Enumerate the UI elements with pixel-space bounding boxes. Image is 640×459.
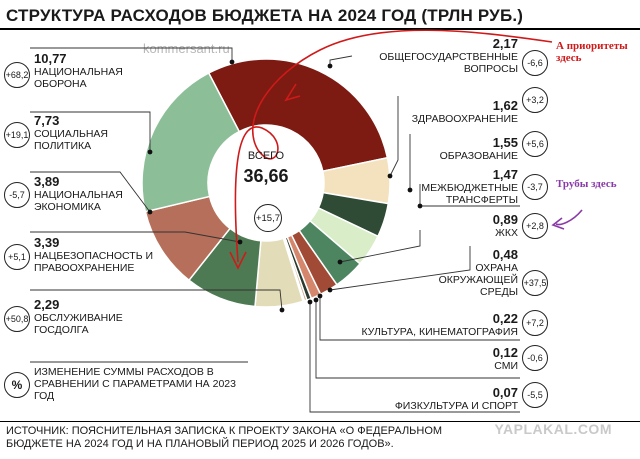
leader-dot-11: [317, 293, 323, 299]
badge-defense: +68,2: [4, 62, 30, 88]
badge-security: +5,1: [4, 244, 30, 270]
leader-line-7: [389, 96, 399, 177]
center-total-label: ВСЕГО: [247, 150, 285, 162]
label-transfers: 1,47 МЕЖБЮДЖЕТНЫЕ ТРАНСФЕРТЫ: [421, 167, 518, 207]
badge-environment: +37,5: [522, 270, 548, 296]
yaplakal-watermark: YAPLAKAL.COM: [494, 421, 612, 437]
label-debt: 2,29 ОБСЛУЖИВАНИЕ ГОСДОЛГА: [34, 297, 123, 337]
badge-media: -0,6: [522, 345, 548, 371]
badge-social: +19,1: [4, 122, 30, 148]
annotation-pipes: Трубы здесь: [556, 178, 617, 190]
label-defense: 10,77 НАЦИОНАЛЬНАЯ ОБОРОНА: [34, 51, 123, 91]
leader-dot-2: [147, 209, 153, 215]
leader-line-0: [30, 47, 233, 62]
purple-annotation-arrow: [555, 209, 583, 226]
slice-0: [207, 58, 389, 173]
label-culture: 0,22 КУЛЬТУРА, КИНЕМАТОГРАФИЯ: [361, 311, 518, 339]
source-note: ИСТОЧНИК: ПОЯСНИТЕЛЬНАЯ ЗАПИСКА К ПРОЕКТ…: [6, 425, 443, 450]
leader-line-6: [329, 55, 353, 66]
chart-title: СТРУКТУРА РАСХОДОВ БЮДЖЕТА НА 2024 ГОД (…: [6, 6, 524, 25]
legend-note-text: ИЗМЕНЕНИЕ СУММЫ РАСХОДОВ В СРАВНЕНИИ С П…: [34, 366, 236, 402]
leader-line-14: [315, 300, 520, 379]
label-health: 1,62 ЗДРАВООХРАНЕНИЕ: [411, 98, 518, 126]
label-sport: 0,07 ФИЗКУЛЬТУРА И СПОРТ: [394, 385, 518, 413]
label-housing: 0,89 ЖКХ: [492, 212, 518, 240]
badge-debt: +50,8: [4, 306, 30, 332]
center-total-value: 36,66: [243, 166, 289, 186]
center-change-badge: +15,7: [254, 204, 282, 232]
leader-dot-3: [237, 239, 243, 245]
leader-line-1: [30, 111, 151, 150]
leader-dot-0: [229, 59, 235, 65]
badge-culture: +7,2: [522, 310, 548, 336]
red-annotation-arrow: [234, 29, 553, 263]
label-education: 1,55 ОБРАЗОВАНИЕ: [439, 135, 518, 163]
label-environment: 0,48 ОХРАНА ОКРУЖАЮЩЕЙ СРЕДЫ: [438, 247, 518, 299]
badge-economy: -5,7: [4, 182, 30, 208]
red-arrow-head: [229, 251, 247, 270]
label-general: 2,17 ОБЩЕГОСУДАРСТВЕННЫЕ ВОПРОСЫ: [379, 36, 518, 76]
badge-housing: +2,8: [522, 213, 548, 239]
purple-arrow-head: [551, 217, 565, 230]
slice-13: [141, 72, 241, 213]
leader-dot-6: [387, 173, 393, 179]
annotation-priorities: А приоритеты здесь: [556, 40, 628, 64]
legend-percent-badge: %: [4, 372, 30, 398]
leader-dot-12: [313, 297, 319, 303]
leader-line-15: [309, 302, 520, 413]
badge-general: -6,6: [522, 50, 548, 76]
badge-education: +5,6: [522, 131, 548, 157]
title-rule: [0, 28, 640, 30]
leader-dot-10: [327, 287, 333, 293]
leader-dot-13: [307, 299, 313, 305]
leader-dot-9: [337, 259, 343, 265]
leader-dot-1: [147, 149, 153, 155]
leader-line-12: [329, 246, 471, 291]
badge-transfers: -3,7: [522, 174, 548, 200]
watermark: kommersant.ru: [143, 41, 230, 56]
leader-dot-8: [417, 203, 423, 209]
red-arrow-head-top: [284, 83, 301, 102]
leader-line-2: [30, 171, 151, 213]
leader-line-11: [339, 230, 421, 263]
label-economy: 3,89 НАЦИОНАЛЬНАЯ ЭКОНОМИКА: [34, 174, 123, 214]
source-rule: [0, 421, 640, 422]
leader-dot-5: [327, 63, 333, 69]
badge-health: +3,2: [522, 87, 548, 113]
leader-line-3: [30, 231, 241, 243]
leader-dot-4: [279, 307, 285, 313]
label-security: 3,39 НАЦБЕЗОПАСНОСТЬ И ПРАВООХРАНЕНИЕ: [34, 235, 154, 275]
leader-line-13: [319, 296, 520, 341]
label-media: 0,12 СМИ: [492, 345, 518, 373]
leader-dot-7: [407, 187, 413, 193]
label-social: 7,73 СОЦИАЛЬНАЯ ПОЛИТИКА: [34, 113, 109, 153]
leader-line-4: [30, 289, 283, 311]
badge-sport: -5,5: [522, 382, 548, 408]
